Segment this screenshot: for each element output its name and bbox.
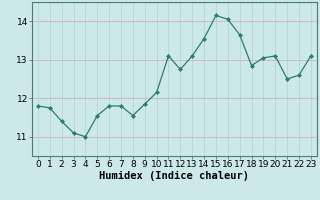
X-axis label: Humidex (Indice chaleur): Humidex (Indice chaleur) [100,171,249,181]
